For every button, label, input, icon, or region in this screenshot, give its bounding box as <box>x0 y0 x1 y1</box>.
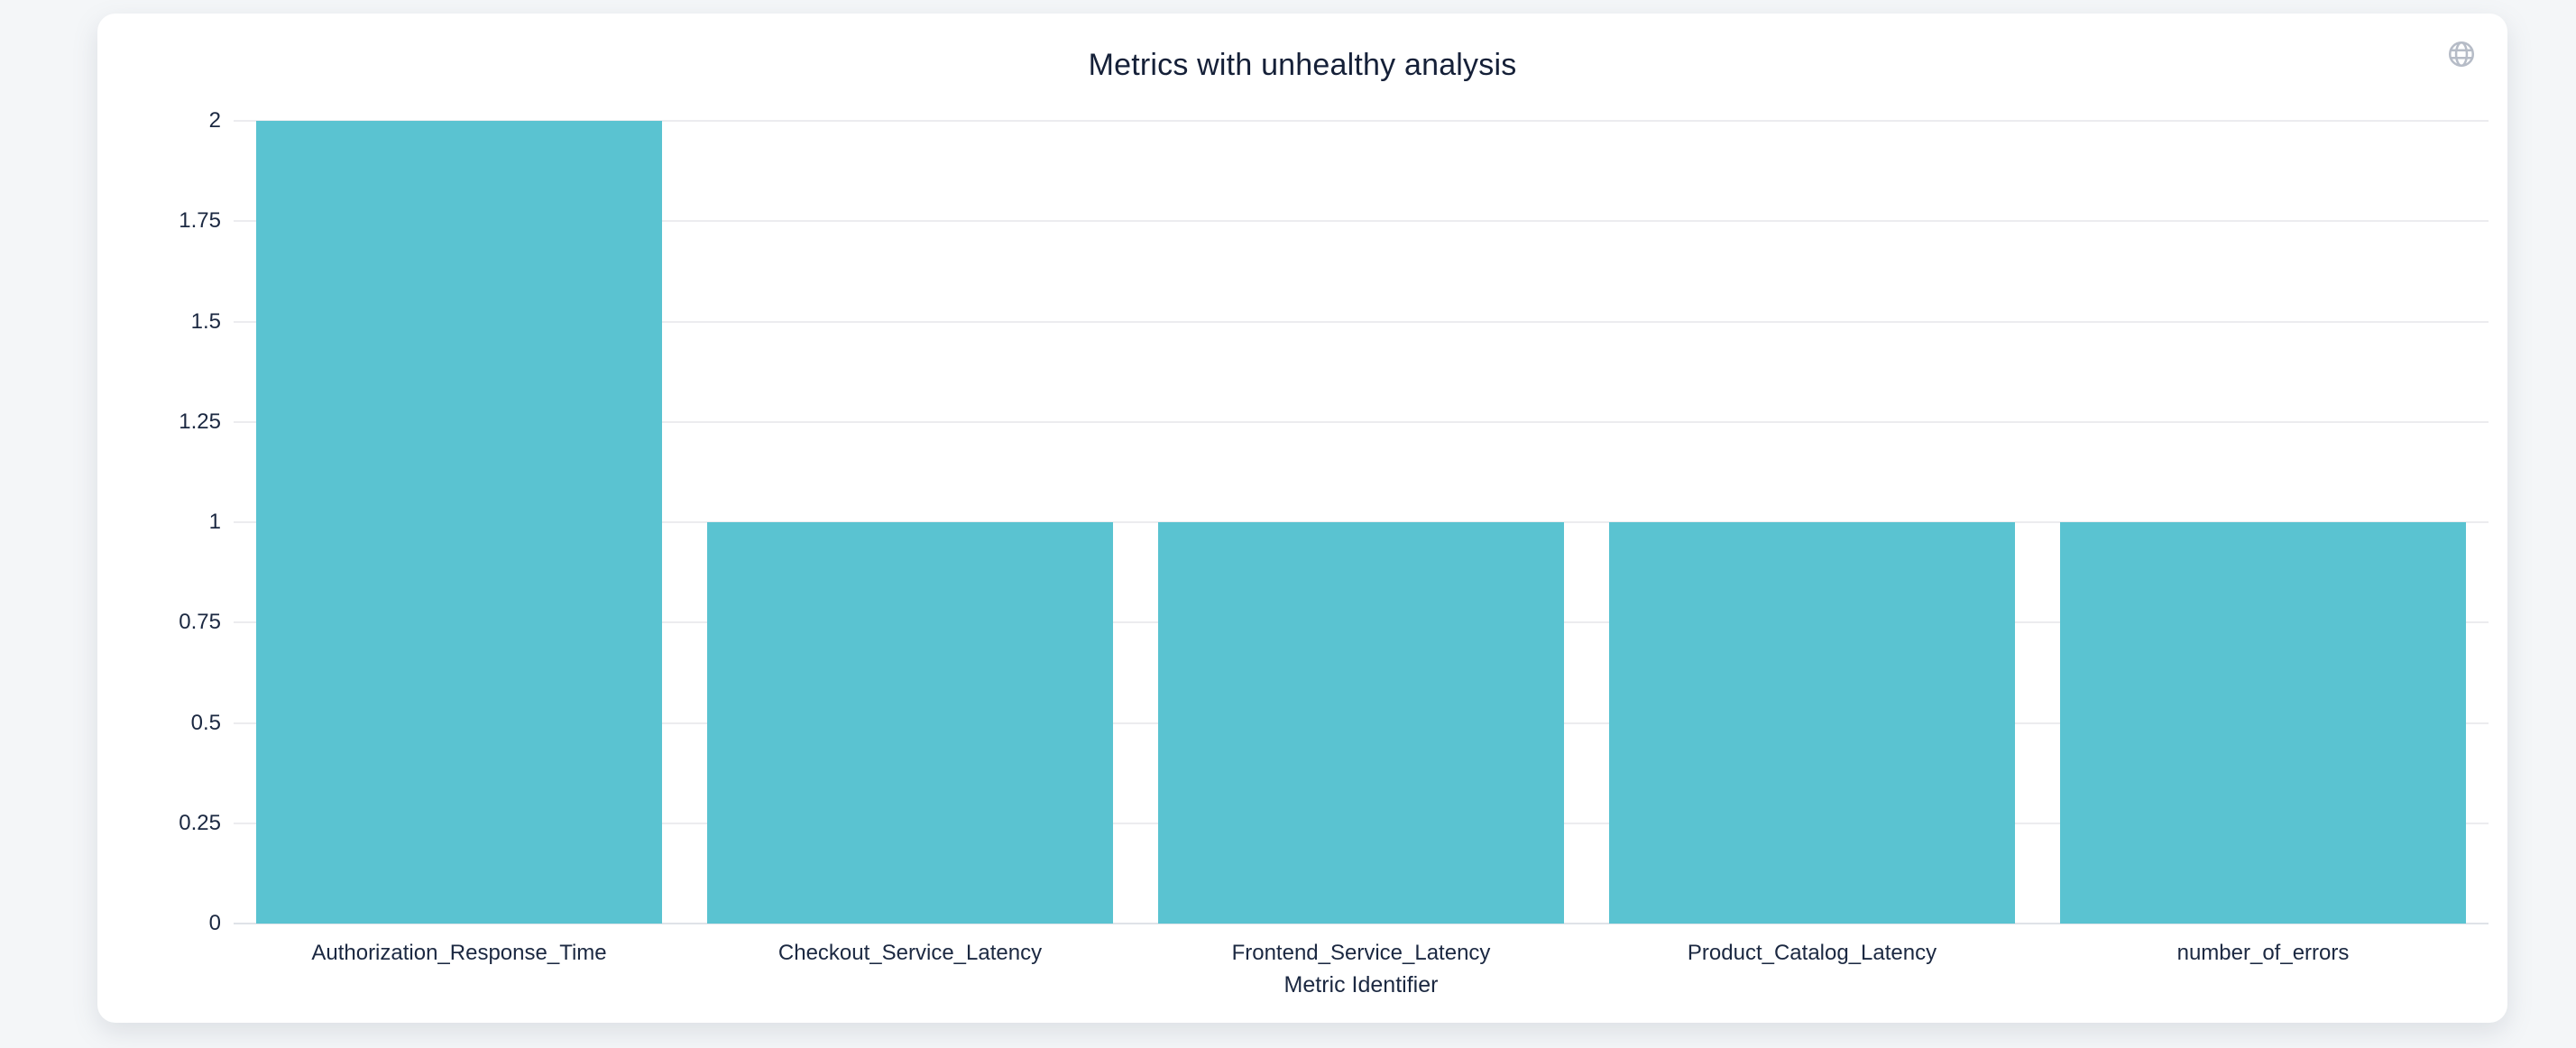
bar-number_of_errors[interactable] <box>2060 522 2466 924</box>
bar-Authorization_Response_Time[interactable] <box>256 121 662 924</box>
x-tick-label: Checkout_Service_Latency <box>777 941 1043 965</box>
globe-icon[interactable] <box>2446 39 2477 69</box>
bar-Product_Catalog_Latency[interactable] <box>1609 522 2015 924</box>
x-tick-label: Authorization_Response_Time <box>311 941 607 965</box>
y-tick-label: 0 <box>208 911 221 935</box>
chart-card: Metrics with unhealthy analysis Number O… <box>97 14 2507 1023</box>
plot-area: Number Of Deployments With Verification … <box>179 108 2489 965</box>
y-tick-label: 1.75 <box>179 208 221 234</box>
chart-title: Metrics with unhealthy analysis <box>1088 48 1517 82</box>
y-tick-label: 1 <box>208 510 221 534</box>
y-tick-label: 0.5 <box>190 710 221 735</box>
bar-Frontend_Service_Latency[interactable] <box>1158 522 1564 924</box>
y-tick-label: 0.25 <box>179 810 221 835</box>
gridline <box>234 923 2489 924</box>
x-tick-label: number_of_errors <box>2176 941 2350 965</box>
x-tick-label: Frontend_Service_Latency <box>1231 941 1491 965</box>
gridline <box>234 220 2489 223</box>
gridline <box>234 120 2489 122</box>
y-tick-label: 1.25 <box>179 409 221 434</box>
gridline <box>234 320 2489 323</box>
bar-Checkout_Service_Latency[interactable] <box>707 522 1113 924</box>
x-tick-label: Product_Catalog_Latency <box>1687 941 1937 965</box>
y-tick-label: 1.5 <box>190 308 221 334</box>
y-tick-label: 0.75 <box>179 610 221 635</box>
gridline <box>234 420 2489 423</box>
y-tick-label: 2 <box>208 108 221 133</box>
x-axis-title: Metric Identifier <box>1283 972 1439 997</box>
